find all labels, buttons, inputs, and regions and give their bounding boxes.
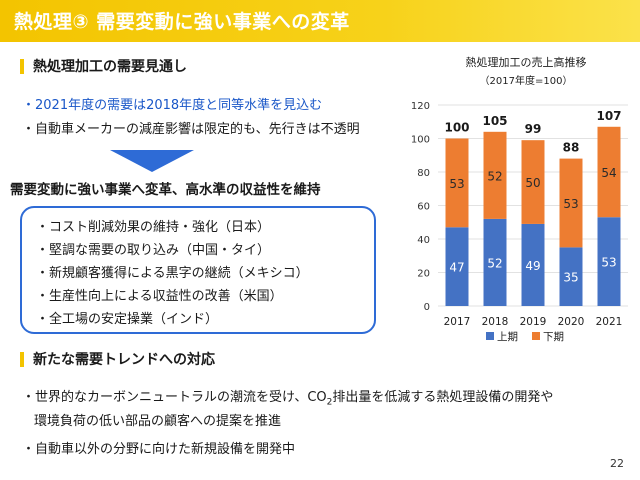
chart-title: 熱処理加工の売上高推移 [466,55,587,69]
bar-value-label: 53 [449,177,464,191]
section-marker [20,58,24,74]
y-tick-label: 80 [417,168,430,179]
chart-subtitle: （2017年度=100） [480,74,573,87]
bar-first-half [445,227,469,306]
legend-swatch [532,332,540,340]
trend-bullet-2: ・自動車以外の分野に向けた新規設備を開発中 [22,442,296,457]
trend-bullet-1: ・世界的なカーボンニュートラルの潮流を受け、CO2排出量を低減する熱処理設備の開… [22,386,553,408]
bar-second-half [483,131,507,219]
bar-second-half [559,158,583,248]
y-tick-label: 120 [411,101,430,112]
trend-bullet-1-line2: 環境負荷の低い部品の顧客への提案を推進 [34,414,282,429]
bar-value-label: 52 [487,169,502,183]
bar-first-half [597,217,621,306]
bar-value-label: 54 [601,166,616,180]
bar-first-half [559,247,583,306]
outlook-bullet-1: ・2021年度の需要は2018年度と同等水準を見込む [22,98,323,113]
section-title: 新たな需要トレンドへの対応 [33,352,215,368]
page-number: 22 [610,457,624,470]
sales-chart: 熱処理加工の売上高推移 （2017年度=100） 0 20 40 60 80 100 120… [411,55,628,343]
bar-total-label: 99 [525,122,542,136]
y-tick-label: 20 [417,269,430,280]
co2-subscript: 2 [326,397,333,408]
section-title: 熱処理加工の需要見通し [33,59,187,75]
strategy-box: ・コスト削減効果の維持・強化（日本） ・堅調な需要の取り込み（中国・タイ） ・新… [20,206,376,334]
bar-total-label: 100 [444,121,469,135]
y-tick-label: 100 [411,135,430,146]
outlook-bullet-2: ・自動車メーカーの減産影響は限定的も、先行きは不透明 [22,122,360,137]
bar-total-label: 88 [563,141,580,155]
bar-second-half [521,140,545,224]
section-heading-trend: 新たな需要トレンドへの対応 [20,349,215,369]
bar-value-label: 47 [449,261,464,275]
x-tick-label: 2018 [482,316,509,328]
x-tick-label: 2017 [444,316,471,328]
page-title: 熱処理③ 需要変動に強い事業への変革 [14,11,350,33]
strategy-headline: 需要変動に強い事業へ変革、高水準の収益性を維持 [10,182,321,198]
x-tick-label: 2021 [596,316,623,328]
down-arrow-icon [110,150,194,172]
strategy-item: ・新規顧客獲得による黒字の継続（メキシコ） [36,266,309,281]
bar-total-label: 105 [482,114,507,128]
y-tick-label: 0 [424,302,430,313]
x-tick-label: 2020 [558,316,585,328]
y-tick-label: 60 [417,202,430,213]
header-banner: 熱処理③ 需要変動に強い事業への変革 [0,0,640,42]
section-marker [20,351,24,367]
bar-second-half [445,138,469,228]
trend-bullet-1-pre: ・世界的なカーボンニュートラルの潮流を受け、CO [22,390,327,405]
x-tick-label: 2019 [520,316,547,328]
y-tick-label: 40 [417,235,430,246]
legend-swatch [486,332,494,340]
section-heading-outlook: 熱処理加工の需要見通し [20,56,187,76]
legend-label: 下期 [543,331,564,343]
bar-value-label: 35 [563,271,578,285]
bar-first-half [521,223,545,306]
bar-value-label: 50 [525,176,540,190]
bar-first-half [483,218,507,306]
bar-value-label: 52 [487,256,502,270]
strategy-item: ・コスト削減効果の維持・強化（日本） [36,220,271,235]
bar-value-label: 49 [525,259,540,273]
strategy-item: ・全工場の安定操業（インド） [36,312,219,327]
legend-label: 上期 [497,331,518,343]
bar-second-half [597,126,621,218]
strategy-item: ・堅調な需要の取り込み（中国・タイ） [36,243,271,258]
bar-value-label: 53 [601,256,616,270]
trend-bullet-1-post: 排出量を低減する熱処理設備の開発や [332,390,554,405]
bar-total-label: 107 [596,109,621,123]
bar-value-label: 53 [563,197,578,211]
strategy-item: ・生産性向上による収益性の改善（米国） [36,289,283,304]
